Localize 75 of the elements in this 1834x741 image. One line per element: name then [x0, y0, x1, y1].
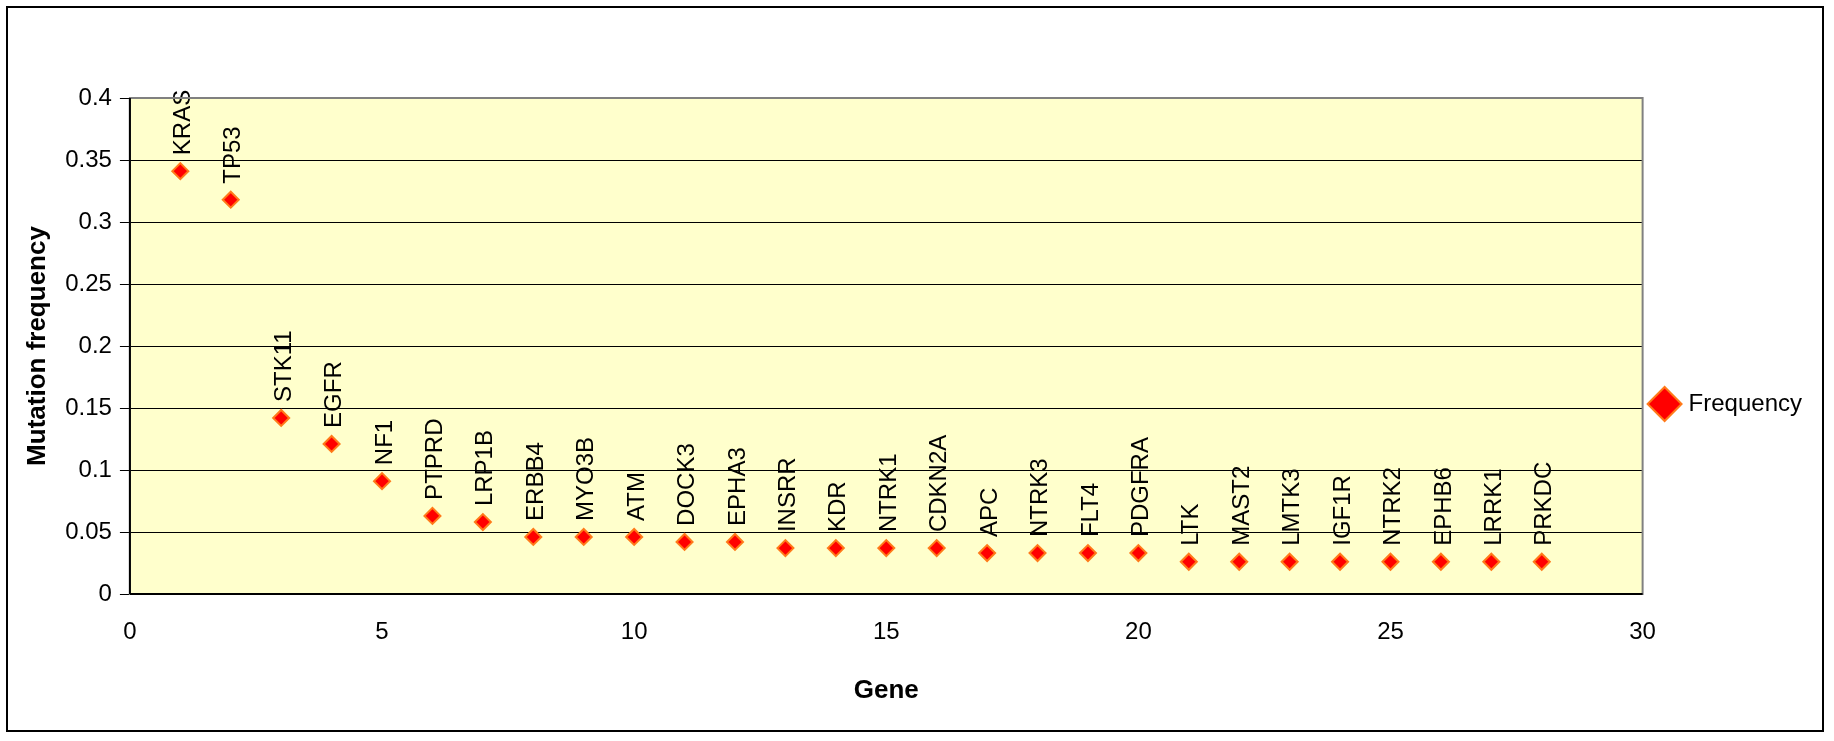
- annotation: NF1: [369, 419, 397, 466]
- y-tick-label: 0.3: [78, 206, 112, 234]
- x-tick-label: 15: [872, 617, 900, 645]
- y-tick-label: 0.1: [78, 454, 112, 482]
- point: [776, 539, 795, 558]
- y-tick-label: 0.15: [65, 392, 112, 420]
- point: [473, 513, 492, 532]
- point: [1331, 552, 1350, 571]
- annotation: LRRK1: [1478, 468, 1506, 546]
- point: [322, 434, 341, 453]
- annotation: TP53: [218, 126, 246, 184]
- point: [524, 527, 543, 546]
- annotation: MYO3B: [571, 436, 599, 521]
- point: [1028, 544, 1047, 563]
- annotation: NTRK1: [873, 453, 901, 533]
- x-tick-label: 5: [375, 617, 389, 645]
- y-tick-label: 0.35: [65, 144, 112, 172]
- annotation: INSRR: [773, 457, 801, 533]
- annotation: EPHA3: [722, 447, 750, 526]
- annotation: ATM: [621, 472, 649, 521]
- point: [171, 162, 190, 181]
- annotation: PTPRD: [420, 418, 448, 500]
- annotation: FLT4: [1075, 482, 1103, 538]
- annotation: NTRK2: [1378, 467, 1406, 546]
- point: [927, 539, 946, 558]
- annotation: NTRK3: [1025, 458, 1053, 538]
- x-tick-label: 10: [620, 617, 648, 645]
- annotation: CDKN2A: [924, 434, 952, 533]
- point: [1482, 552, 1501, 571]
- point: [1532, 552, 1551, 571]
- point: [625, 527, 644, 546]
- point: [877, 539, 896, 558]
- x-tick-label: 20: [1125, 617, 1152, 645]
- point: [1280, 552, 1299, 571]
- annotation: IGF1R: [1327, 475, 1355, 546]
- annotation: LRP1B: [470, 430, 498, 507]
- annotation: MAST2: [1226, 465, 1254, 546]
- annotation: DOCK3: [672, 443, 700, 526]
- point: [675, 532, 694, 551]
- point: [725, 532, 744, 551]
- point: [1129, 544, 1148, 563]
- point: [423, 506, 442, 525]
- point: [1230, 552, 1249, 571]
- point: [1179, 552, 1198, 571]
- y-axis-title: Mutation frequency: [20, 225, 51, 466]
- point: [574, 527, 593, 546]
- annotation: STK11: [268, 330, 296, 402]
- y-tick-label: 0.25: [65, 268, 112, 296]
- point: [826, 539, 845, 558]
- x-axis-title: Gene: [853, 673, 919, 704]
- y-tick-label: 0.2: [78, 330, 112, 358]
- point: [373, 472, 392, 491]
- point: [221, 190, 240, 209]
- annotation: PDGFRA: [1126, 437, 1153, 538]
- x-tick-label: 25: [1377, 617, 1404, 645]
- annotation: LMTK3: [1277, 468, 1305, 546]
- y-tick-label: 0: [98, 578, 112, 606]
- annotation: LTK: [1176, 503, 1204, 546]
- annotation: EGFR: [319, 361, 347, 428]
- x-tick-label: 0: [123, 617, 137, 645]
- annotation: PRKDC: [1529, 461, 1557, 546]
- point: [978, 544, 997, 563]
- point: [1431, 552, 1450, 571]
- y-tick-label: 0.05: [65, 516, 112, 544]
- point: [272, 408, 291, 427]
- point: [1078, 544, 1097, 563]
- annotation: ERBB4: [520, 442, 548, 521]
- y-tick-label: 0.4: [78, 82, 112, 110]
- annotation: EPHB6: [1428, 467, 1456, 546]
- point: [1381, 552, 1400, 571]
- legend-label: Frequency: [1688, 388, 1802, 416]
- annotation: KRAS: [167, 89, 195, 156]
- x-tick-label: 30: [1629, 617, 1656, 645]
- annotation: APC: [974, 487, 1002, 538]
- annotation: KDR: [823, 481, 851, 533]
